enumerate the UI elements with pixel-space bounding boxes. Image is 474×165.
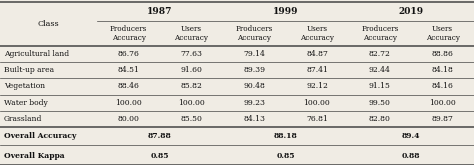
Text: 79.14: 79.14 [243, 50, 265, 58]
Text: 0.85: 0.85 [151, 152, 169, 160]
Text: 80.00: 80.00 [118, 115, 139, 123]
Text: 1999: 1999 [273, 7, 298, 16]
Text: 100.00: 100.00 [429, 99, 456, 107]
Text: 90.48: 90.48 [243, 82, 265, 90]
Text: 88.18: 88.18 [273, 132, 298, 140]
Text: 88.46: 88.46 [118, 82, 139, 90]
Text: Grassland: Grassland [4, 115, 42, 123]
Text: 82.72: 82.72 [369, 50, 391, 58]
Text: 82.80: 82.80 [369, 115, 391, 123]
Text: Users
Accuracy: Users Accuracy [174, 25, 209, 42]
Text: 91.60: 91.60 [181, 66, 202, 74]
Text: 92.44: 92.44 [369, 66, 391, 74]
Text: 86.76: 86.76 [118, 50, 139, 58]
Text: 84.16: 84.16 [432, 82, 454, 90]
Text: 89.39: 89.39 [243, 66, 265, 74]
Text: 100.00: 100.00 [178, 99, 205, 107]
Text: 85.50: 85.50 [181, 115, 202, 123]
Text: 76.81: 76.81 [306, 115, 328, 123]
Text: Producers
Accuracy: Producers Accuracy [361, 25, 399, 42]
Text: 99.23: 99.23 [243, 99, 265, 107]
Text: Users
Accuracy: Users Accuracy [426, 25, 460, 42]
Text: Producers
Accuracy: Producers Accuracy [236, 25, 273, 42]
Text: 100.00: 100.00 [304, 99, 330, 107]
Text: 99.50: 99.50 [369, 99, 391, 107]
Text: 89.4: 89.4 [402, 132, 420, 140]
Text: 100.00: 100.00 [115, 99, 142, 107]
Text: 84.87: 84.87 [306, 50, 328, 58]
Text: Built-up area: Built-up area [4, 66, 54, 74]
Text: Water body: Water body [4, 99, 47, 107]
Text: Class: Class [38, 20, 59, 28]
Text: 88.86: 88.86 [432, 50, 454, 58]
Text: Vegetation: Vegetation [4, 82, 45, 90]
Text: 77.63: 77.63 [181, 50, 202, 58]
Text: 2019: 2019 [399, 7, 424, 16]
Text: 92.12: 92.12 [306, 82, 328, 90]
Text: Agricultural land: Agricultural land [4, 50, 69, 58]
Text: 87.41: 87.41 [306, 66, 328, 74]
Text: Overall Accuracy: Overall Accuracy [4, 132, 76, 140]
Text: Producers
Accuracy: Producers Accuracy [110, 25, 147, 42]
Text: 0.88: 0.88 [402, 152, 420, 160]
Text: 0.85: 0.85 [276, 152, 295, 160]
Text: 1987: 1987 [147, 7, 173, 16]
Text: 85.82: 85.82 [181, 82, 202, 90]
Text: 84.51: 84.51 [118, 66, 139, 74]
Text: 84.13: 84.13 [243, 115, 265, 123]
Text: Users
Accuracy: Users Accuracy [300, 25, 334, 42]
Text: 91.15: 91.15 [369, 82, 391, 90]
Text: Overall Kappa: Overall Kappa [4, 152, 64, 160]
Text: 84.18: 84.18 [432, 66, 454, 74]
Text: 89.87: 89.87 [432, 115, 454, 123]
Text: 87.88: 87.88 [148, 132, 172, 140]
